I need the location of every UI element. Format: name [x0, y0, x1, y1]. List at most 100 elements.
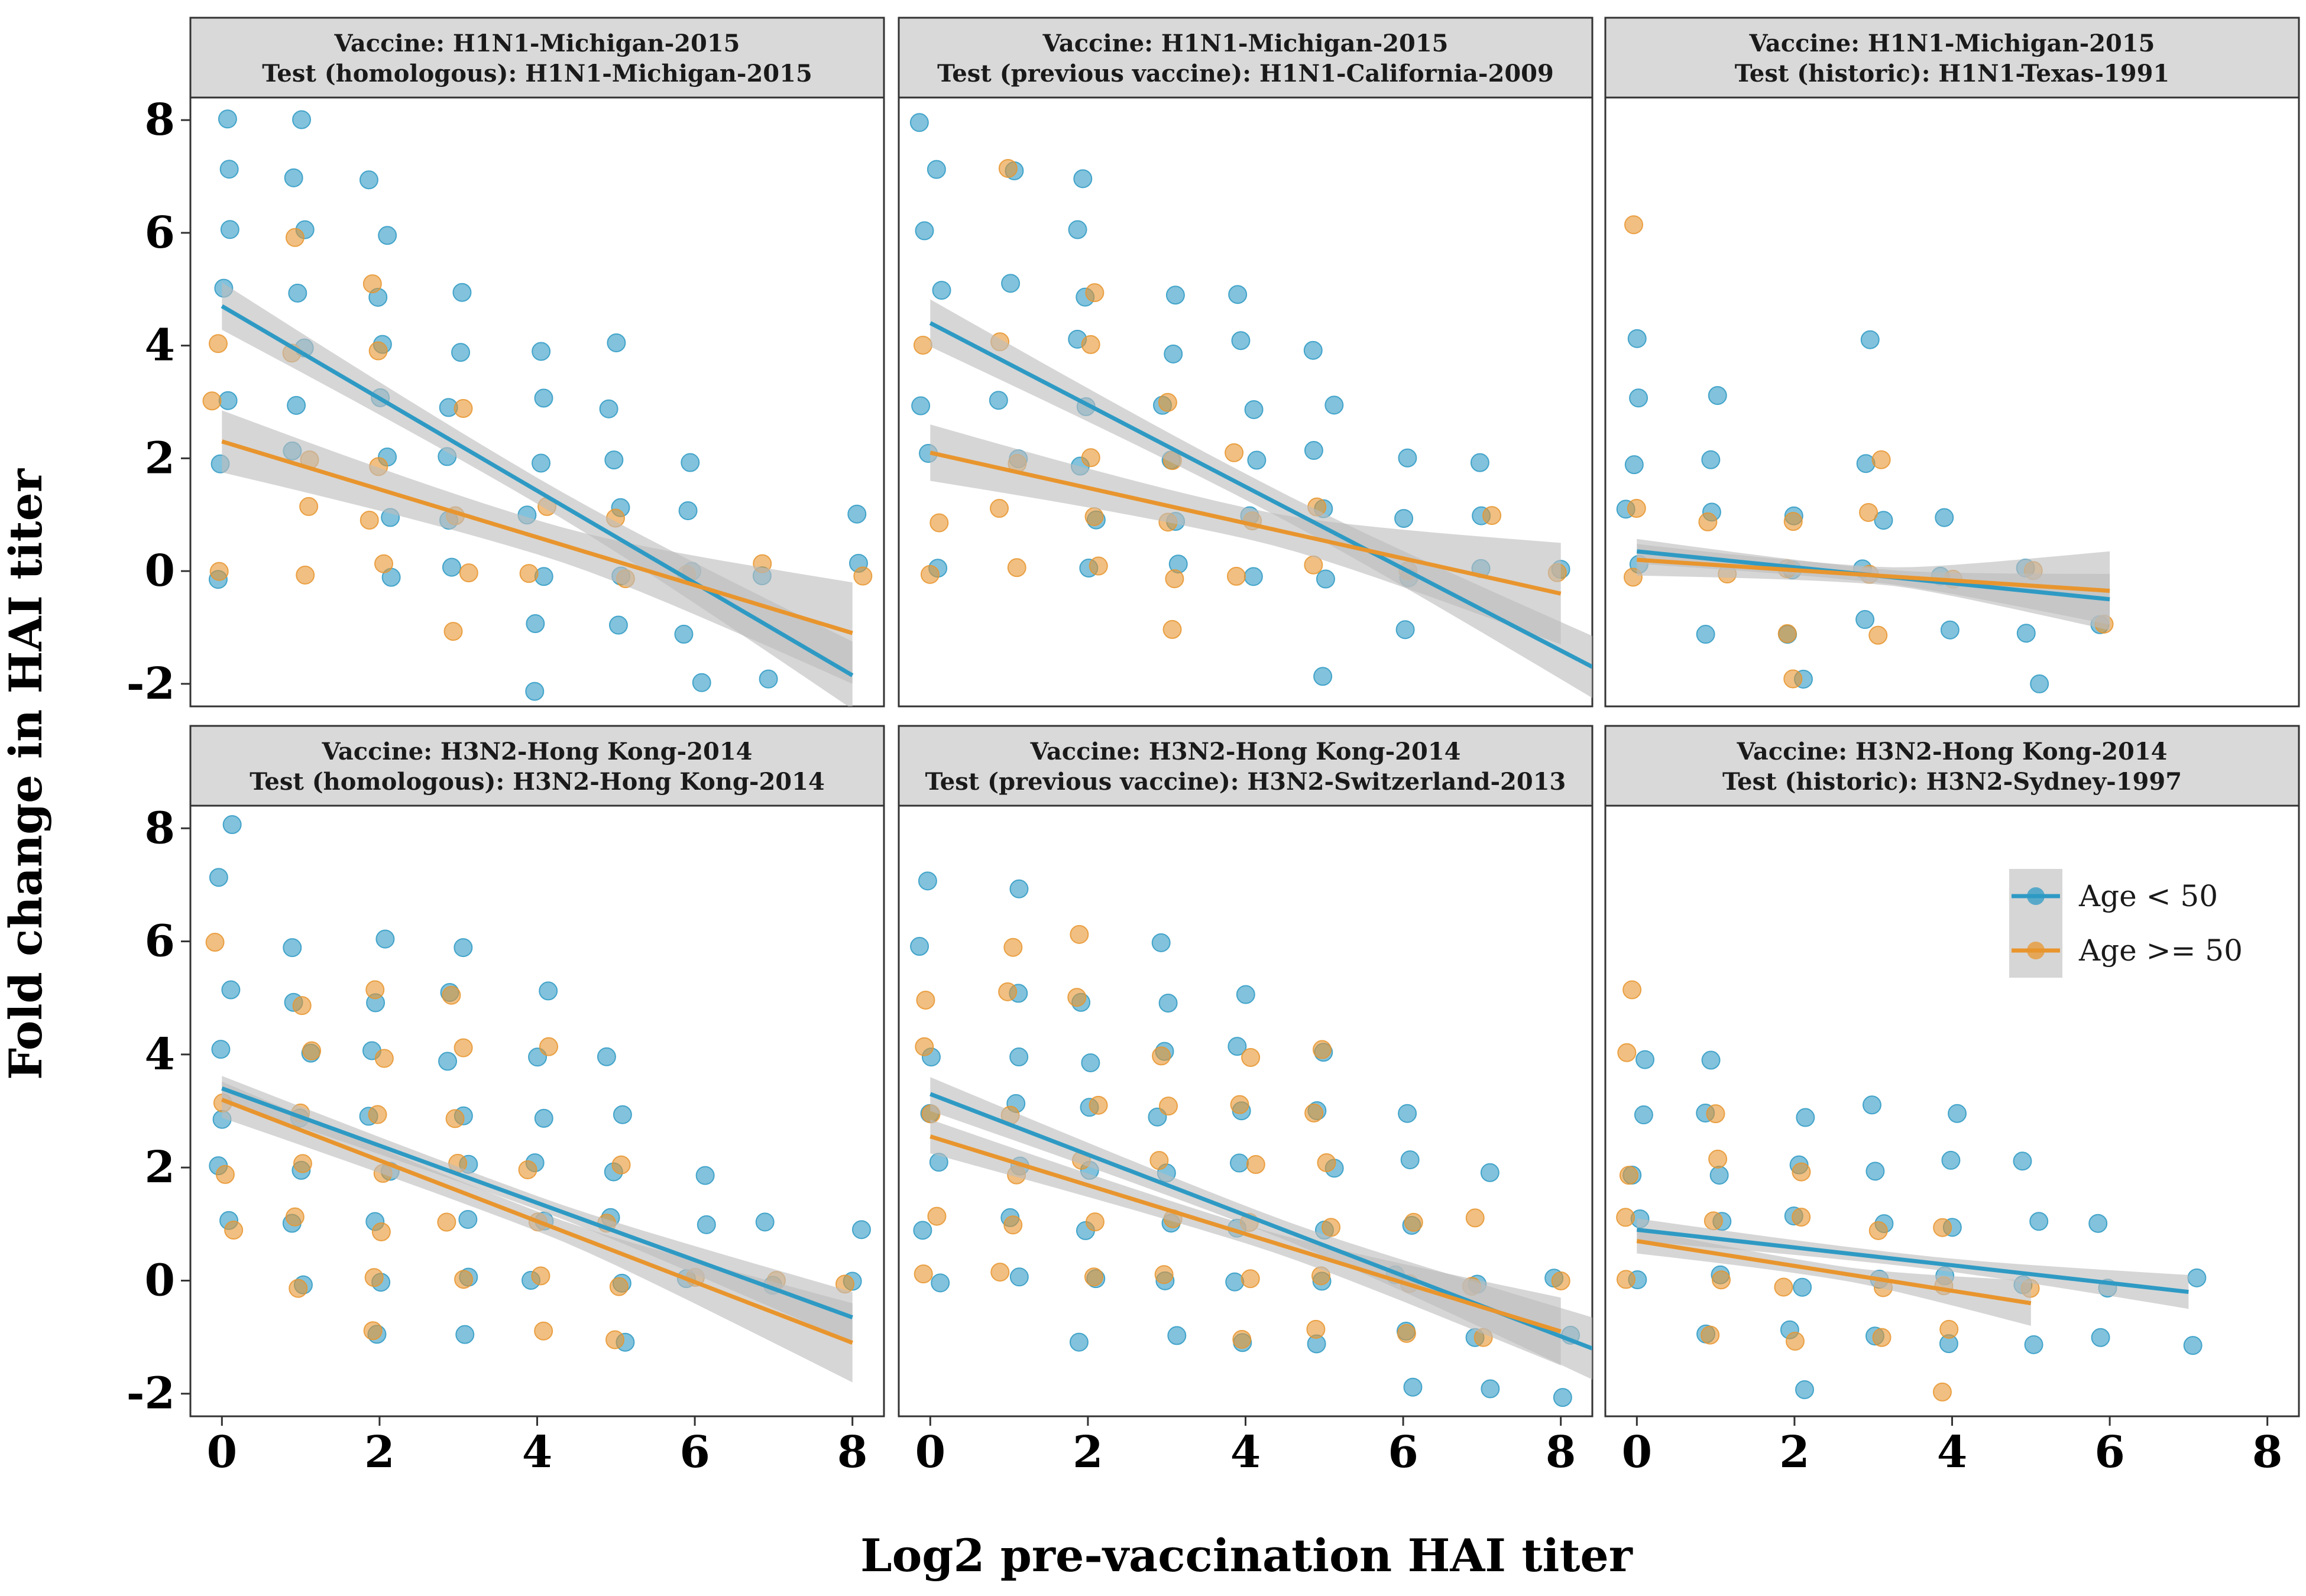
data-point-age-under-50 — [1229, 1153, 1249, 1173]
panel-marks — [205, 815, 871, 1383]
data-point-age-50-plus — [1785, 1331, 1805, 1351]
data-point-age-under-50 — [1228, 1037, 1247, 1056]
data-point-age-under-50 — [1073, 169, 1093, 189]
data-point-age-under-50 — [1324, 395, 1344, 415]
data-point-age-50-plus — [913, 335, 932, 355]
data-point-age-50-plus — [1627, 499, 1646, 518]
data-point-age-under-50 — [1398, 1104, 1417, 1123]
data-point-age-under-50 — [1316, 569, 1335, 589]
data-point-age-under-50 — [292, 110, 312, 129]
data-point-age-50-plus — [1868, 625, 1888, 645]
x-tick-label: 0 — [207, 1427, 238, 1478]
data-point-age-under-50 — [604, 450, 624, 470]
data-point-age-50-plus — [208, 334, 228, 353]
data-point-age-under-50 — [222, 815, 242, 835]
data-point-age-under-50 — [1865, 1162, 1885, 1181]
data-point-age-50-plus — [445, 1109, 465, 1128]
data-point-age-50-plus — [1304, 1103, 1324, 1123]
panel-strip-subtitle: Test (previous vaccine): H3N2-Switzerlan… — [925, 768, 1566, 796]
data-point-age-under-50 — [375, 929, 395, 949]
data-point-age-50-plus — [1783, 512, 1803, 531]
data-point-age-under-50 — [1009, 1047, 1029, 1067]
data-point-age-50-plus — [442, 985, 461, 1005]
data-point-age-under-50 — [608, 615, 628, 635]
legend-label: Age >= 50 — [2078, 933, 2243, 968]
data-point-age-50-plus — [1774, 1277, 1793, 1297]
data-point-age-under-50 — [284, 168, 303, 187]
data-point-age-under-50 — [1940, 620, 1960, 640]
data-point-age-50-plus — [1616, 1270, 1635, 1289]
data-point-age-under-50 — [1009, 879, 1029, 898]
panel-strip-subtitle: Test (historic): H3N2-Sydney-1997 — [1722, 768, 2182, 796]
data-point-age-under-50 — [989, 391, 1008, 410]
data-point-age-under-50 — [2013, 1151, 2032, 1171]
data-point-age-under-50 — [1709, 1166, 1729, 1185]
data-point-age-under-50 — [1243, 567, 1263, 586]
data-point-age-50-plus — [454, 399, 473, 419]
x-tick-label: 2 — [1073, 1427, 1103, 1478]
data-point-age-under-50 — [1796, 1108, 1815, 1127]
data-point-age-50-plus — [1482, 506, 1502, 525]
data-point-age-under-50 — [755, 1212, 775, 1232]
data-point-age-under-50 — [1303, 340, 1323, 360]
data-point-age-under-50 — [599, 399, 618, 419]
data-point-age-50-plus — [1939, 1319, 1959, 1339]
panel-strip-title: Vaccine: H1N1-Michigan-2015 — [333, 30, 740, 57]
data-point-age-50-plus — [990, 499, 1009, 518]
y-tick-label: -2 — [127, 1368, 175, 1419]
data-point-age-50-plus — [368, 341, 388, 361]
data-point-age-under-50 — [1553, 1388, 1572, 1407]
y-tick-label: 8 — [145, 95, 176, 145]
data-point-age-under-50 — [1398, 448, 1417, 468]
data-point-age-under-50 — [913, 1221, 932, 1240]
data-point-age-under-50 — [525, 682, 545, 701]
data-point-age-50-plus — [1149, 1151, 1169, 1170]
data-point-age-50-plus — [539, 1037, 558, 1056]
data-point-age-under-50 — [220, 220, 239, 239]
data-point-age-50-plus — [1616, 1208, 1635, 1227]
data-point-age-50-plus — [914, 1264, 933, 1284]
data-point-age-50-plus — [368, 1105, 387, 1124]
data-point-age-under-50 — [1855, 610, 1875, 630]
x-tick-label: 8 — [2252, 1427, 2283, 1478]
data-point-age-50-plus — [437, 1212, 456, 1232]
data-point-age-50-plus — [1622, 980, 1642, 1000]
data-point-age-under-50 — [1231, 331, 1251, 351]
data-point-age-under-50 — [451, 343, 471, 362]
data-point-age-under-50 — [1167, 1326, 1187, 1345]
data-point-age-50-plus — [990, 1263, 1010, 1282]
age-50-plus-ci-ribbon — [222, 1081, 853, 1383]
legend-label: Age < 50 — [2078, 879, 2218, 913]
data-point-age-under-50 — [221, 980, 241, 1000]
data-point-age-under-50 — [1470, 453, 1489, 472]
data-point-age-under-50 — [1701, 450, 1721, 469]
data-point-age-50-plus — [1232, 1329, 1252, 1349]
age-50-plus-fit-line — [1636, 1239, 2032, 1306]
panel-5: Vaccine: H3N2-Hong Kong-2014 Test (previo… — [898, 725, 1594, 1478]
panel-plot-area — [898, 96, 1594, 708]
data-point-age-under-50 — [2024, 1335, 2043, 1354]
data-point-age-under-50 — [851, 1220, 871, 1240]
data-point-age-50-plus — [371, 1222, 391, 1241]
data-point-age-50-plus — [853, 566, 873, 586]
data-point-age-50-plus — [1225, 443, 1244, 462]
age-50-plus-ci-ribbon — [930, 424, 1561, 645]
data-point-age-50-plus — [1703, 1211, 1723, 1231]
data-point-age-50-plus — [1792, 1162, 1811, 1182]
data-point-age-50-plus — [1081, 335, 1100, 354]
data-point-age-under-50 — [532, 453, 551, 473]
panel-strip — [1604, 725, 2300, 807]
data-point-age-under-50 — [1629, 388, 1648, 408]
data-point-age-50-plus — [1162, 619, 1182, 639]
data-point-age-under-50 — [218, 109, 237, 129]
data-point-age-under-50 — [1627, 329, 1647, 348]
data-point-age-50-plus — [1871, 450, 1891, 469]
data-point-age-50-plus — [302, 1041, 322, 1060]
data-point-age-under-50 — [442, 557, 461, 577]
panel-2: Vaccine: H1N1-Michigan-2015 Test (previou… — [898, 17, 1594, 708]
data-point-age-50-plus — [1003, 938, 1023, 957]
panel-4: Vaccine: H3N2-Hong Kong-2014 Test (homolo… — [127, 725, 885, 1478]
data-point-age-50-plus — [285, 228, 305, 247]
panel-6: Vaccine: H3N2-Hong Kong-2014 Test (histor… — [1604, 725, 2300, 1478]
panel-plot-area — [1604, 96, 2300, 708]
